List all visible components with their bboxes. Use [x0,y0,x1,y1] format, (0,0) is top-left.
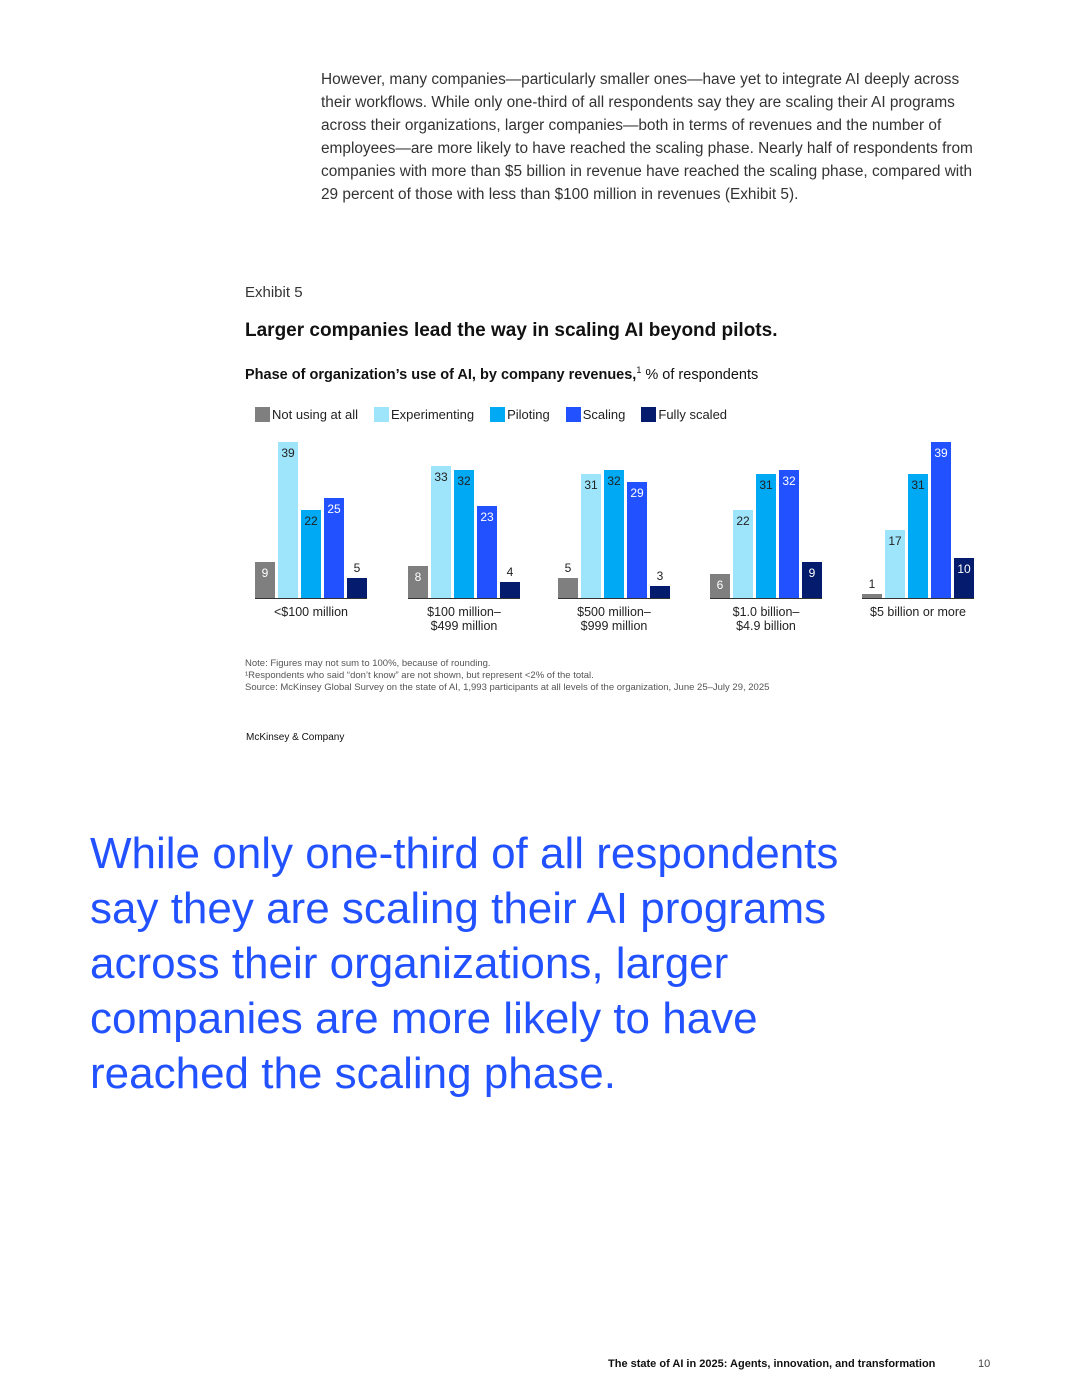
bar [301,510,321,598]
bar [627,482,647,598]
bar-value-label: 4 [507,565,514,579]
bar-value-label: 31 [911,478,925,492]
legend-swatch [255,407,270,422]
legend-label: Not using at all [272,407,358,422]
bar-value-label: 31 [759,478,773,492]
bar [802,562,822,598]
chart-notes: Note: Figures may not sum to 100%, becau… [245,658,769,694]
subtitle-unit: % of respondents [641,366,759,383]
exhibit-subtitle: Phase of organization’s use of AI, by co… [245,365,758,383]
bar-value-label: 5 [565,561,572,575]
bar [710,574,730,598]
intro-paragraph: However, many companies—particularly sma… [321,71,973,203]
bar-value-label: 5 [354,561,361,575]
bar-value-label: 10 [957,562,971,576]
bar [408,566,428,598]
legend-label: Fully scaled [658,407,728,422]
bar-value-label: 22 [304,514,318,528]
brand-name: McKinsey & Company [246,732,345,743]
footer-title: The state of AI in 2025: Agents, innovat… [608,1358,936,1370]
bar-value-label: 33 [434,470,448,484]
exhibit-label: Exhibit 5 [245,284,303,301]
bar [954,558,974,598]
bar [862,594,882,598]
bar-value-label: 29 [630,486,644,500]
bar-value-label: 22 [736,514,750,528]
exhibit-title: Larger companies lead the way in scaling… [245,320,778,341]
legend-item-3: Scaling [565,407,626,422]
bar-value-label: 17 [888,534,902,548]
pull-quote: While only one-third of all respondents … [90,829,839,1098]
bar [347,578,367,598]
bar-value-label: 23 [480,510,494,524]
legend-swatch [565,407,581,422]
category-label: $4.9 billion [736,619,796,633]
category-label: $999 million [581,619,648,633]
legend-item-2: Piloting [490,407,550,422]
bar [779,470,799,598]
note-source: Source: McKinsey Global Survey on the st… [245,682,770,693]
bar-value-label: 8 [415,570,422,584]
category-label: $1.0 billion– [733,605,800,619]
category-label: $5 billion or more [870,605,966,619]
category-label: $499 million [431,619,498,633]
bar-value-label: 32 [782,474,796,488]
legend-label: Scaling [582,407,626,422]
legend-item-0: Not using at all [255,407,358,422]
category-label: $100 million– [427,605,501,619]
bar-value-label: 25 [327,502,341,516]
legend-item-1: Experimenting [374,407,474,422]
legend-label: Piloting [507,407,550,422]
bar [650,586,670,598]
bar [604,470,624,598]
bar-value-label: 3 [657,569,664,583]
bar [454,470,474,598]
bar [908,474,928,598]
note-footnote: ¹Respondents who said “don’t know” are n… [245,670,594,681]
bar-value-label: 6 [717,578,724,592]
note-rounding: Note: Figures may not sum to 100%, becau… [245,658,491,669]
bar-value-label: 9 [809,566,816,580]
legend-swatch [490,407,506,422]
category-label: <$100 million [274,605,348,619]
bar-value-label: 32 [607,474,621,488]
bar [733,510,753,598]
legend-swatch [374,407,389,422]
bar [581,474,601,598]
bar [477,506,497,598]
bar [431,466,451,598]
bar-value-label: 39 [934,446,948,460]
bar-value-label: 31 [584,478,598,492]
bar [558,578,578,598]
bar [324,498,344,598]
bar-value-label: 1 [869,577,876,591]
category-label: $500 million– [577,605,651,619]
bar-value-label: 32 [457,474,471,488]
bar-value-label: 39 [281,446,295,460]
subtitle-footnote-mark: 1 [636,365,642,375]
legend-label: Experimenting [391,407,475,422]
chart-legend: Not using at all Experimenting Piloting Sca… [255,407,727,422]
bar [500,582,520,598]
bar-value-label: 9 [262,566,269,580]
page-number: 10 [978,1358,991,1370]
legend-item-4: Fully scaled [641,407,727,422]
bar [885,530,905,598]
bar [278,442,298,598]
legend-swatch [641,407,657,422]
bar [931,442,951,598]
bar [255,562,275,598]
bar [756,474,776,598]
subtitle-main: Phase of organization’s use of AI, by co… [245,366,637,383]
